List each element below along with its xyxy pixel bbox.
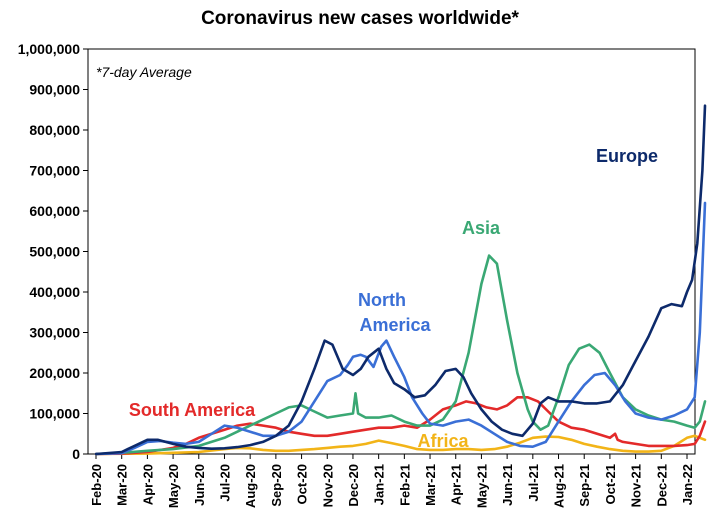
x-tick-label: Feb-20 — [89, 464, 104, 506]
x-tick-label: Mar-20 — [115, 464, 130, 506]
x-tick-label: Nov-21 — [629, 464, 644, 507]
series-label-europe: Europe — [596, 146, 658, 166]
y-tick-label: 900,000 — [29, 82, 80, 98]
x-tick-label: Mar-21 — [423, 464, 438, 506]
x-tick-label: Aug-21 — [552, 464, 567, 508]
x-tick-label: Sep-21 — [577, 464, 592, 507]
y-tick-label: 700,000 — [29, 163, 80, 179]
series-label-south-america: South America — [129, 400, 256, 420]
series-line-south-america — [94, 396, 707, 456]
series-line-africa — [94, 434, 707, 456]
x-tick-label: Dec-20 — [346, 464, 361, 507]
chart-title: Coronavirus new cases worldwide* — [201, 8, 519, 29]
series-label-asia: Asia — [462, 218, 501, 238]
plot-frame — [87, 48, 696, 455]
series-label-africa: Africa — [417, 431, 469, 451]
y-tick-label: 400,000 — [29, 284, 80, 300]
y-tick-label: 200,000 — [29, 365, 80, 381]
x-tick-label: Dec-21 — [654, 464, 669, 507]
x-tick-label: May-20 — [166, 464, 181, 508]
series-label-north: North — [358, 290, 406, 310]
y-tick-label: 500,000 — [29, 244, 80, 260]
x-tick-label: Apr-21 — [449, 464, 464, 505]
chart-annotation: *7-day Average — [96, 64, 192, 80]
y-tick-label: 0 — [72, 446, 80, 462]
x-tick-label: Jul-20 — [217, 464, 232, 502]
x-tick-label: Feb-21 — [397, 464, 412, 506]
y-tick-label: 1,000,000 — [18, 41, 80, 57]
y-tick-label: 300,000 — [29, 325, 80, 341]
x-tick-label: Jun-21 — [500, 464, 515, 506]
x-tick-label: Aug-20 — [243, 464, 258, 508]
x-tick-label: Nov-20 — [320, 464, 335, 507]
x-tick-label: Jan-21 — [372, 464, 387, 505]
series-label-america: America — [359, 315, 431, 335]
series-line-asia — [94, 254, 707, 456]
y-tick-label: 600,000 — [29, 203, 80, 219]
x-tick-label: Jun-20 — [192, 464, 207, 506]
x-tick-label: Jul-21 — [526, 464, 541, 502]
x-tick-label: Oct-20 — [295, 464, 310, 504]
y-tick-label: 800,000 — [29, 122, 80, 138]
x-tick-label: May-21 — [474, 464, 489, 508]
x-tick-label: Sep-20 — [269, 464, 284, 507]
series-line-europe — [94, 104, 707, 456]
x-tick-label: Oct-21 — [603, 464, 618, 504]
y-tick-label: 100,000 — [29, 406, 80, 422]
x-tick-label: Jan-22 — [680, 464, 695, 505]
series-line-north-america — [94, 201, 707, 456]
x-tick-label: Apr-20 — [140, 464, 155, 505]
